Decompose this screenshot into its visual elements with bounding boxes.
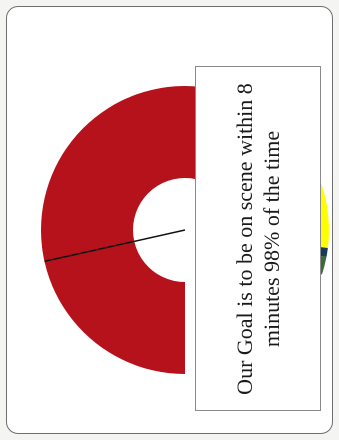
gauge-slice-1 bbox=[40, 86, 247, 375]
gauge-pointer-needle bbox=[44, 229, 186, 263]
goal-callout-text: Our Goal is to be on scene within 8 minu… bbox=[232, 82, 284, 395]
goal-callout-box: Our Goal is to be on scene within 8 minu… bbox=[195, 66, 321, 411]
